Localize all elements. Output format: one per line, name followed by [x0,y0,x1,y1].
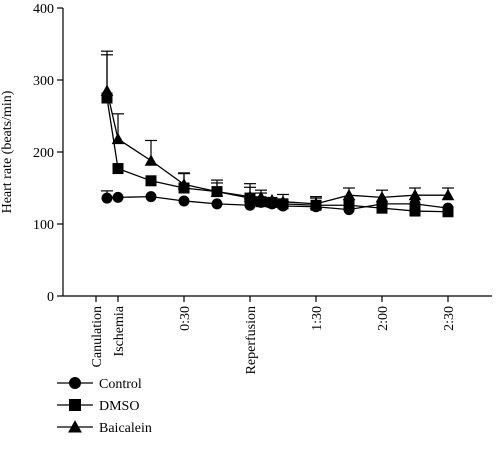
legend-label: Baicalein [99,421,152,436]
legend-item-baicalein: Baicalein [57,420,152,436]
legend-marker [68,420,82,433]
legend-item-control: Control [57,377,142,392]
data-point [408,188,422,201]
data-point [409,205,421,217]
data-point [375,191,389,203]
data-point [442,206,454,218]
data-point [112,163,124,175]
x-tick-label: Reperfusion [244,306,259,374]
y-tick-label: 400 [33,2,54,17]
y-tick-label: 300 [33,74,54,89]
data-point [211,198,223,210]
axes: 0 100 200 300 400 Canulation Ischemia 0:30 Reper… [33,2,492,374]
x-tick-label: Ischemia [112,305,127,356]
series-line [106,90,448,205]
y-tick-label: 100 [33,218,54,233]
legend-label: Control [99,377,142,392]
data-point [111,132,125,145]
data-point [343,199,355,211]
data-point [309,197,323,209]
y-axis-label: Heart rate (beats/min) [0,90,15,213]
series-layer [100,50,455,218]
data-point [101,192,113,204]
data-point [243,190,257,202]
data-point [441,188,455,201]
legend: Control DMSO Baicalein [57,377,152,436]
x-tick-label: 2:00 [376,306,391,331]
data-point [145,191,157,203]
data-point [177,178,191,190]
series-baicalein [100,50,455,209]
y-tick-label: 0 [47,290,54,305]
data-point [144,154,158,166]
data-point [178,195,190,207]
data-point [342,188,356,201]
legend-item-dmso: DMSO [57,399,139,414]
data-point [276,195,290,207]
data-point [210,185,224,197]
y-tick-label: 200 [33,146,54,161]
data-point [145,175,157,187]
x-tick-label: 1:30 [310,306,325,331]
x-tick-label: 2:30 [442,306,457,331]
data-point [254,191,268,203]
x-tick-label: Canulation [90,306,105,367]
legend-marker [69,377,81,389]
legend-label: DMSO [99,399,139,414]
data-point [112,191,124,203]
data-point [376,202,388,214]
x-tick-label: 0:30 [178,306,193,331]
legend-marker [69,399,81,411]
data-point [265,193,279,206]
data-point [101,92,113,104]
data-point [100,84,114,96]
